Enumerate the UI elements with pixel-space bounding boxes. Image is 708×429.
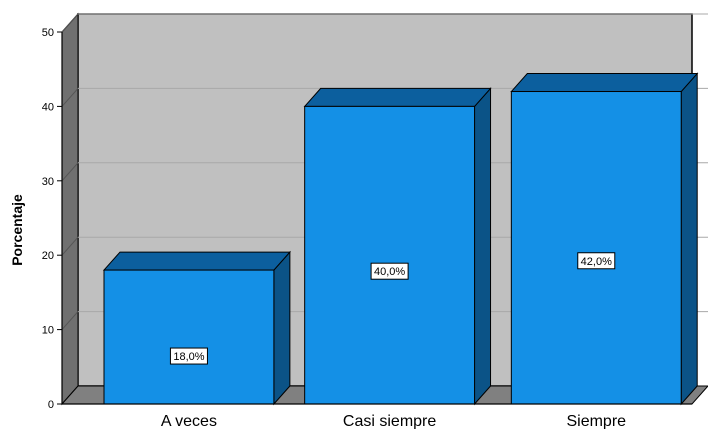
bar-side <box>474 87 492 406</box>
y-tick-label: 40 <box>42 101 54 113</box>
x-axis: A veces Casi siempre Siempre <box>62 403 692 429</box>
data-label: 40,0% <box>374 266 405 278</box>
data-label-box <box>169 347 208 365</box>
bar-side <box>273 250 291 406</box>
y-tick-label: 20 <box>42 250 54 262</box>
y-axis-title: Porcentaje <box>9 194 25 266</box>
side-grid-line <box>61 88 79 107</box>
data-label-box <box>370 262 409 280</box>
bar-top <box>102 251 291 271</box>
side-grid-line <box>61 311 79 330</box>
x-tick-label: A veces <box>161 413 217 429</box>
data-label-box <box>577 252 616 270</box>
bar <box>304 105 476 405</box>
side-grid-line <box>61 162 79 182</box>
bar <box>510 91 682 405</box>
y-tick-label: 30 <box>42 176 54 188</box>
data-label: 18,0% <box>173 351 204 363</box>
x-tick-label: Siempre <box>566 413 626 429</box>
y-tick-label: 50 <box>42 27 54 39</box>
y-axis: 0 10 20 30 40 50 <box>42 27 63 411</box>
bar-top <box>510 73 699 93</box>
side-grid-line <box>61 13 79 33</box>
data-label: 42,0% <box>581 256 612 268</box>
bar-side <box>680 72 698 406</box>
side-wall <box>61 12 79 406</box>
bar-top <box>303 87 492 107</box>
side-grid-line <box>61 236 79 256</box>
y-tick-label: 0 <box>48 399 54 411</box>
x-tick-label: Casi siempre <box>343 413 436 429</box>
y-tick-label: 10 <box>42 325 54 337</box>
bar <box>103 269 275 405</box>
bars: 18,0% 40,0% 42,0% <box>102 72 699 406</box>
